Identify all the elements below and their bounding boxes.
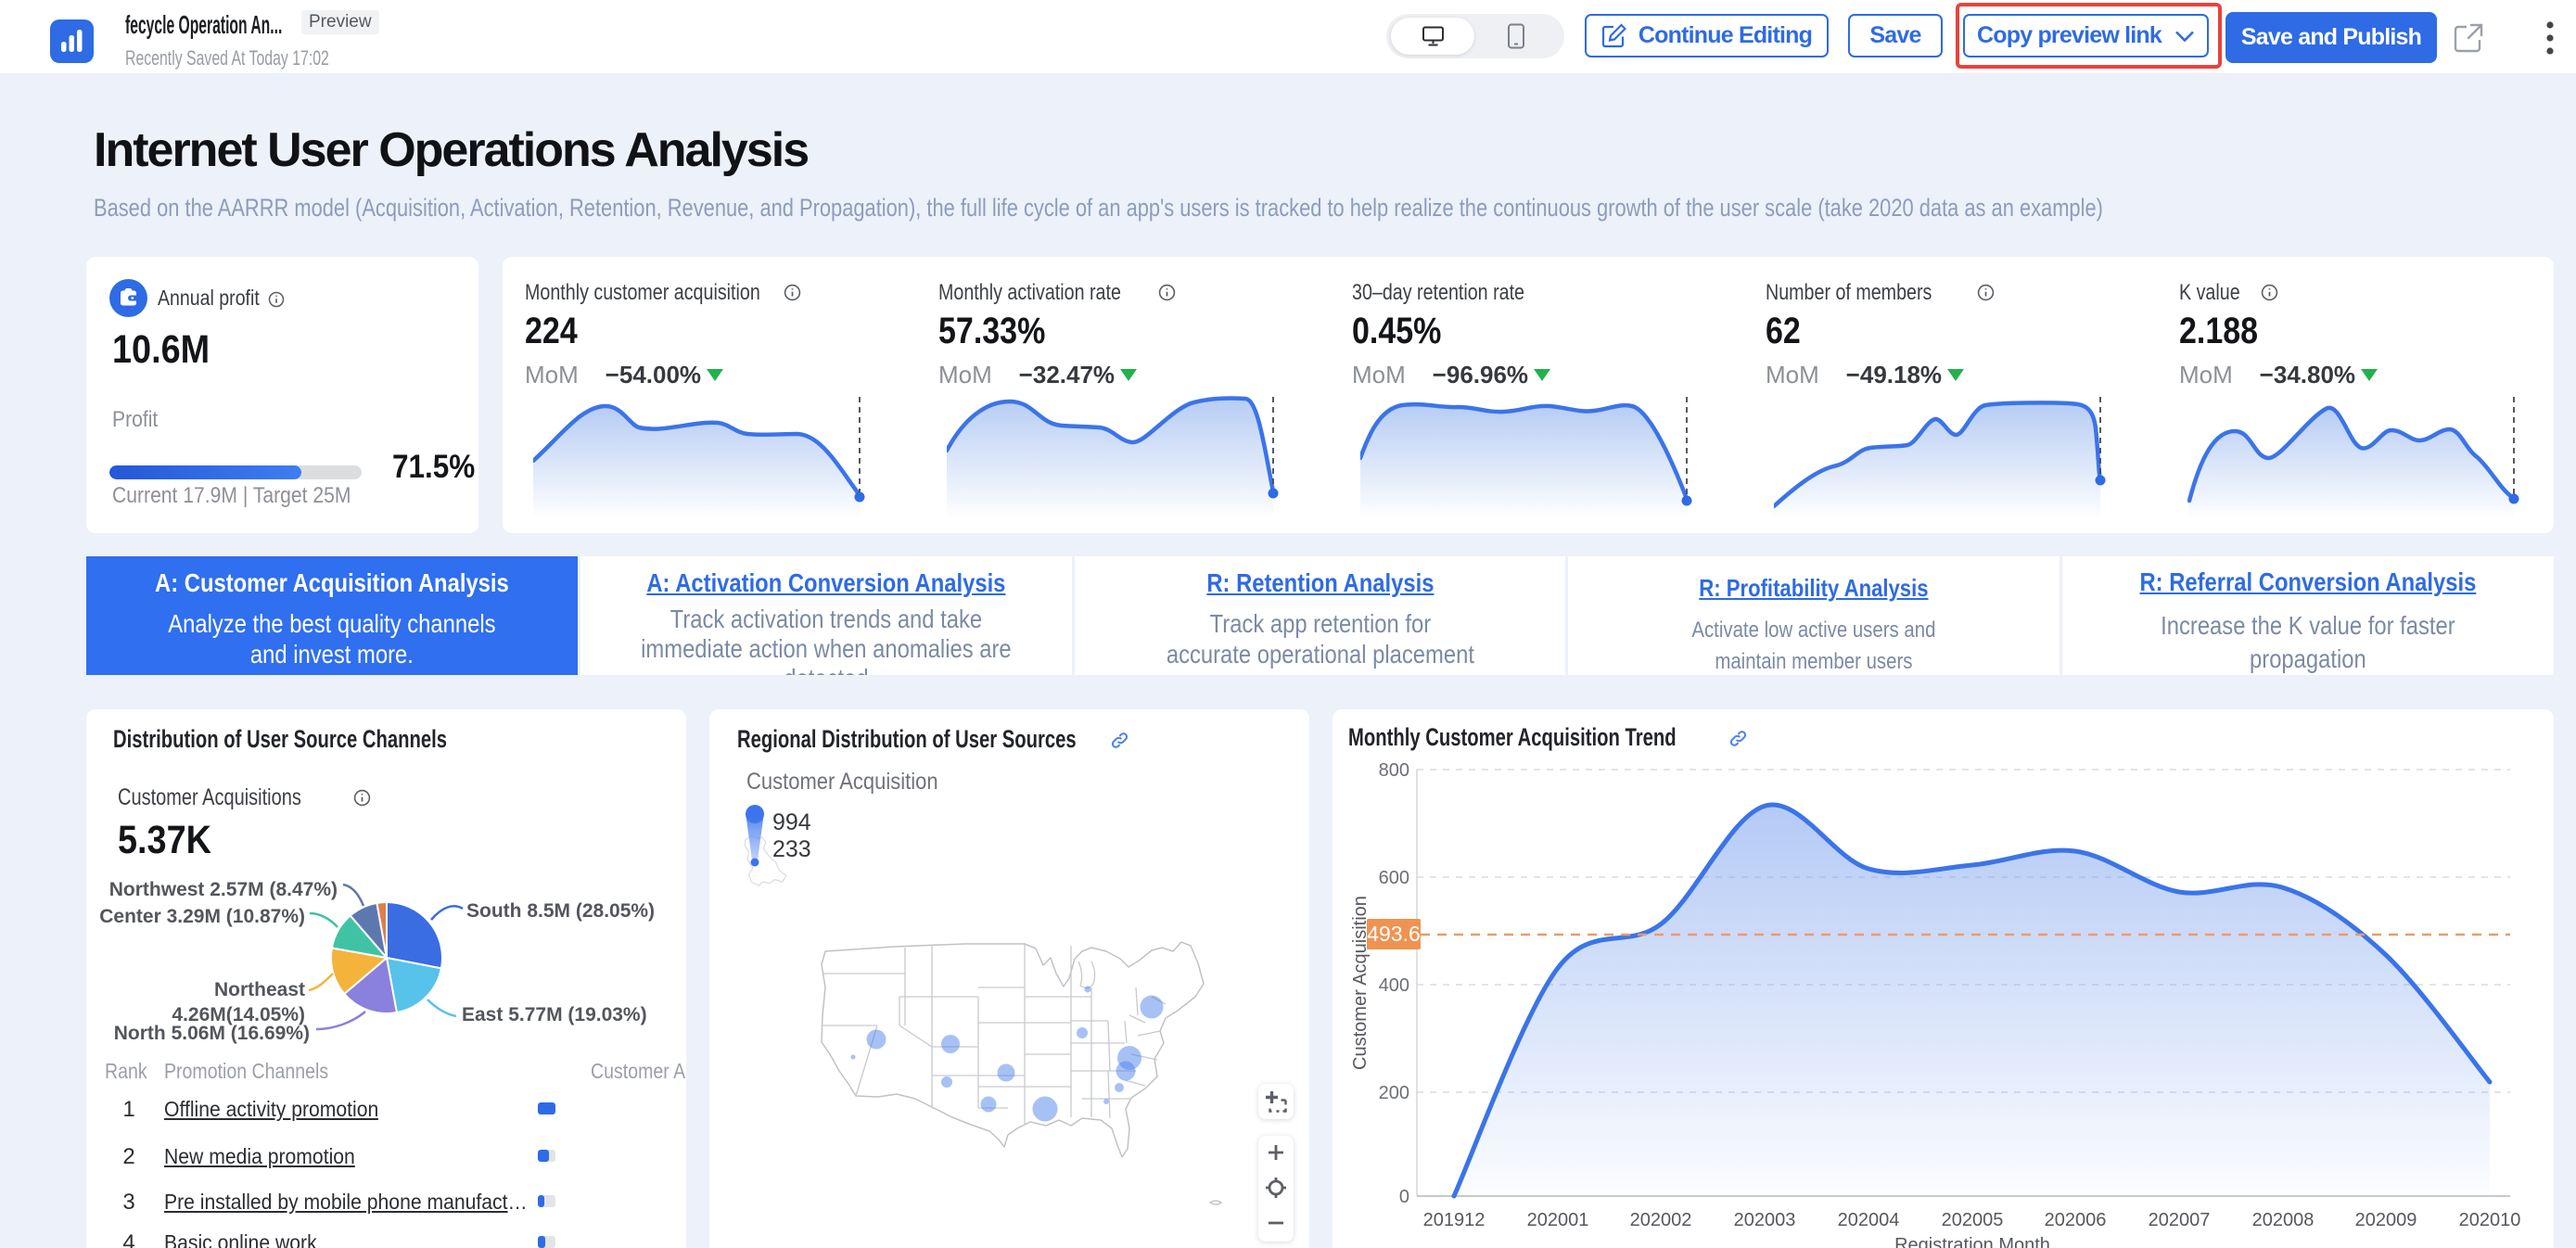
svg-text:Center 3.29M (10.87%): Center 3.29M (10.87%)	[99, 906, 305, 927]
svg-text:North 5.06M (16.69%): North 5.06M (16.69%)	[114, 1023, 310, 1044]
svg-text:202004: 202004	[1838, 1210, 1900, 1230]
svg-text:600: 600	[1379, 868, 1409, 888]
svg-text:South 8.5M (28.05%): South 8.5M (28.05%)	[466, 900, 655, 922]
svg-text:202003: 202003	[1734, 1210, 1796, 1230]
svg-text:Northwest 2.57M (8.47%): Northwest 2.57M (8.47%)	[109, 879, 338, 900]
svg-text:Northeast: Northeast	[214, 979, 305, 1000]
svg-text:201912: 201912	[1423, 1210, 1486, 1230]
svg-text:202009: 202009	[2355, 1210, 2417, 1230]
svg-text:233: 233	[772, 836, 811, 862]
svg-text:202007: 202007	[2149, 1210, 2211, 1230]
svg-text:202001: 202001	[1527, 1210, 1589, 1230]
svg-text:200: 200	[1379, 1083, 1409, 1103]
svg-text:202006: 202006	[2045, 1210, 2107, 1230]
svg-text:202005: 202005	[1942, 1210, 2004, 1230]
svg-text:800: 800	[1379, 760, 1409, 781]
svg-text:994: 994	[772, 809, 811, 835]
svg-text:400: 400	[1379, 975, 1409, 996]
svg-text:0: 0	[1399, 1187, 1409, 1207]
svg-text:Registration Month: Registration Month	[1894, 1235, 2050, 1248]
svg-text:202002: 202002	[1630, 1210, 1692, 1230]
svg-text:202010: 202010	[2459, 1210, 2521, 1230]
svg-text:493.6: 493.6	[1367, 922, 1421, 946]
svg-text:202008: 202008	[2252, 1210, 2315, 1230]
svg-text:Customer Acquisition: Customer Acquisition	[1350, 896, 1371, 1070]
svg-text:East 5.77M (19.03%): East 5.77M (19.03%)	[462, 1004, 647, 1025]
svg-text:4.26M(14.05%): 4.26M(14.05%)	[172, 1004, 305, 1025]
